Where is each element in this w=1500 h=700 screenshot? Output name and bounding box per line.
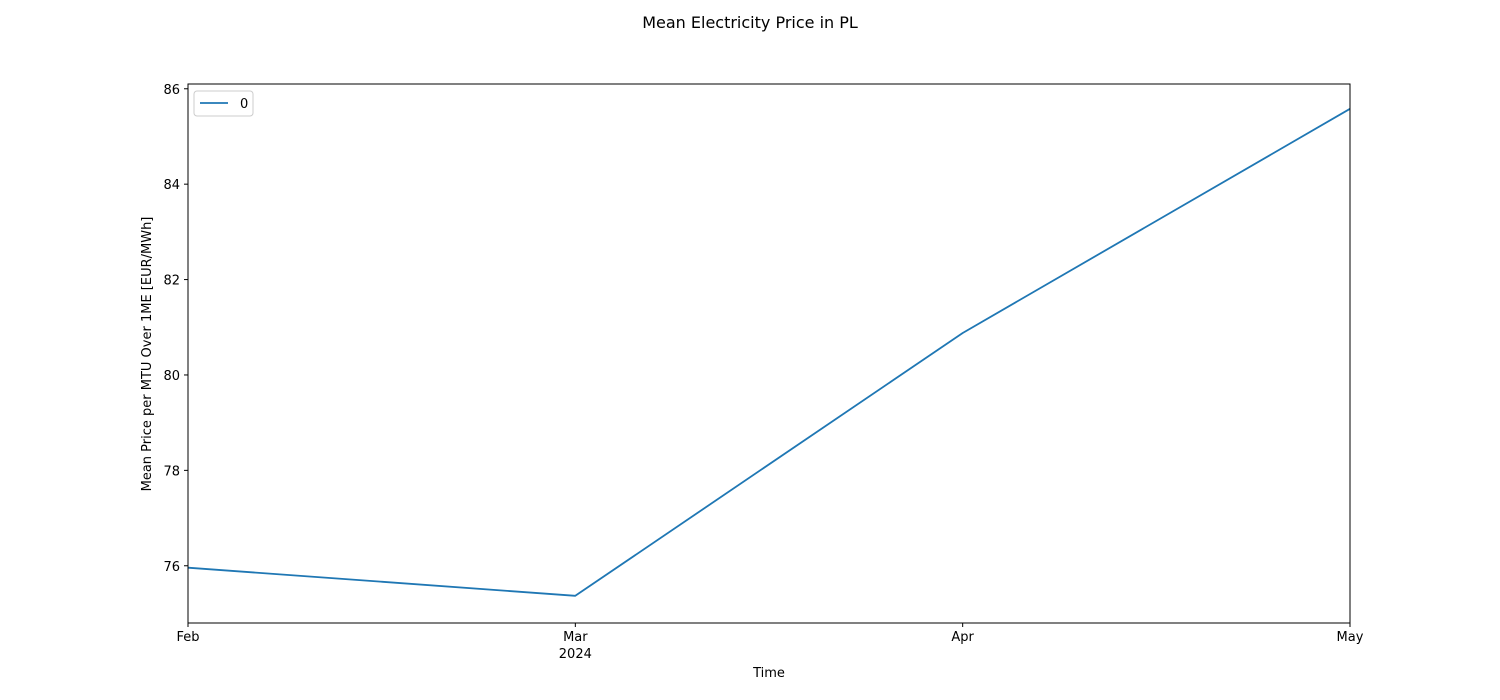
plot-area	[187, 108, 1351, 597]
y-tick-label: 80	[163, 369, 180, 384]
legend: 0	[193, 90, 254, 117]
y-axis-label: Mean Price per MTU Over 1ME [EUR/MWh]	[140, 217, 155, 492]
x-tick-label: Mar	[563, 630, 588, 645]
x-year-label: 2024	[559, 647, 592, 662]
series-line-0	[187, 108, 1351, 597]
y-tick-label: 76	[163, 560, 180, 575]
y-tick-label: 82	[163, 274, 180, 289]
legend-label: 0	[240, 97, 248, 112]
y-tick-label: 86	[163, 83, 180, 98]
axes-frame	[187, 83, 1351, 624]
y-tick-label: 78	[163, 464, 180, 479]
chart-title: Mean Electricity Price in PL	[642, 13, 858, 32]
x-tick-label: Apr	[951, 630, 974, 645]
x-axis-label: Time	[752, 666, 785, 681]
y-tick-label: 84	[163, 178, 180, 193]
x-tick-label: Feb	[176, 630, 199, 645]
y-axis: 76 78 80 82 84 86	[163, 83, 188, 575]
x-tick-label: May	[1337, 630, 1364, 645]
x-axis: Feb Mar Apr May 2024	[176, 623, 1364, 662]
